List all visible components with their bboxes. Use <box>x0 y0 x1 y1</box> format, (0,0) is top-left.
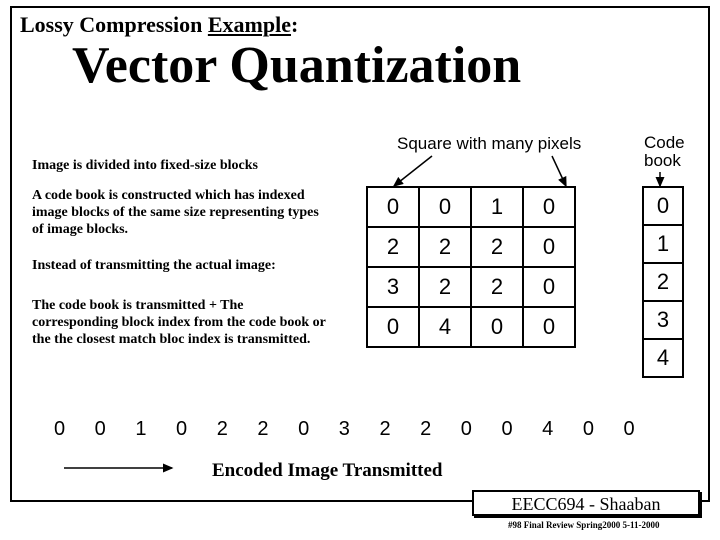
cb-cell: 2 <box>643 263 683 301</box>
pixel-grid: 0010 2220 3220 0400 <box>366 186 576 348</box>
footer-box: EECC694 - Shaaban <box>472 490 700 516</box>
cell: 3 <box>367 267 419 307</box>
cell: 2 <box>471 267 523 307</box>
cell: 1 <box>471 187 523 227</box>
cb-cell: 4 <box>643 339 683 377</box>
cell: 0 <box>471 307 523 347</box>
cell: 4 <box>419 307 471 347</box>
codebook-column: 0 1 2 3 4 <box>642 186 684 378</box>
encoded-arrow-icon <box>62 458 182 478</box>
cell: 0 <box>419 187 471 227</box>
encoded-label: Encoded Image Transmitted <box>212 460 442 482</box>
cell: 0 <box>523 187 575 227</box>
footer-small: #98 Final Review Spring2000 5-11-2000 <box>508 520 660 530</box>
cell: 0 <box>523 307 575 347</box>
cb-cell: 1 <box>643 225 683 263</box>
cell: 0 <box>523 267 575 307</box>
cell: 2 <box>419 227 471 267</box>
slide-frame: Lossy Compression Example: Vector Quanti… <box>10 6 710 502</box>
cell: 2 <box>367 227 419 267</box>
encoded-sequence: 0 0 1 0 2 2 0 3 2 2 0 0 4 0 0 <box>54 418 647 441</box>
cell: 0 <box>367 307 419 347</box>
cb-cell: 3 <box>643 301 683 339</box>
cb-cell: 0 <box>643 187 683 225</box>
cell: 2 <box>419 267 471 307</box>
cell: 0 <box>523 227 575 267</box>
cell: 0 <box>367 187 419 227</box>
cell: 2 <box>471 227 523 267</box>
